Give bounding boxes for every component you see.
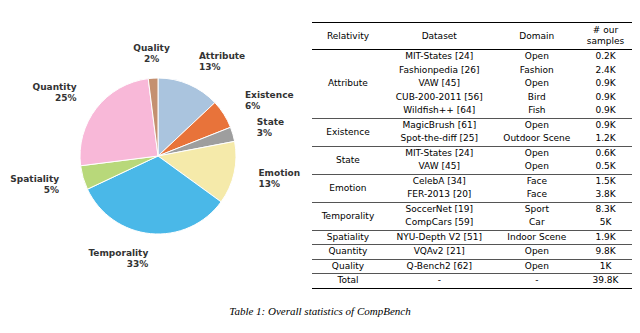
- html-text:CelebA [34]: CelebA [34]: [412, 175, 466, 186]
- html-text:Open: Open: [524, 147, 549, 158]
- html-text:1.5K: 1.5K: [595, 175, 616, 186]
- html-text:Emotion: Emotion: [329, 182, 367, 193]
- html-text:Attribute: Attribute: [328, 78, 368, 89]
- html-text:8.3K: 8.3K: [595, 203, 616, 214]
- html-text:Domain: Domain: [519, 30, 555, 41]
- html-text:State: State: [336, 154, 360, 165]
- html-text:Wildfish++ [64]: Wildfish++ [64]: [403, 105, 476, 116]
- html-text:1.2K: 1.2K: [595, 133, 616, 144]
- html-text:Open: Open: [524, 161, 549, 172]
- html-text:Temporality: Temporality: [321, 210, 375, 221]
- html-text:MIT-States [24]: MIT-States [24]: [405, 147, 474, 158]
- html-text:MagicBrush [61]: MagicBrush [61]: [402, 119, 477, 130]
- html-text:0.2K: 0.2K: [595, 51, 616, 62]
- html-text:Q-Bench2 [62]: Q-Bench2 [62]: [406, 260, 472, 271]
- html-text:39.8K: 39.8K: [592, 275, 619, 286]
- html-text:Sport: Sport: [524, 203, 549, 214]
- html-text:Car: Car: [529, 217, 545, 228]
- html-text:Open: Open: [524, 119, 549, 130]
- html-text:CUB-200-2011 [56]: CUB-200-2011 [56]: [395, 91, 483, 102]
- html-text:FER-2013 [20]: FER-2013 [20]: [407, 189, 472, 200]
- html-text:0.9K: 0.9K: [595, 119, 616, 130]
- svg-text:Quantity25%: Quantity25%: [33, 82, 77, 103]
- html-text:1.9K: 1.9K: [595, 231, 616, 242]
- html-text:NYU-Depth V2 [51]: NYU-Depth V2 [51]: [396, 231, 482, 242]
- html-text:0.9K: 0.9K: [595, 105, 616, 116]
- svg-text:Spatiality5%: Spatiality5%: [10, 174, 59, 195]
- html-text:Fashion: Fashion: [519, 64, 554, 75]
- svg-text:Emotion13%: Emotion13%: [258, 167, 300, 188]
- svg-text:Temporality33%: Temporality33%: [88, 248, 148, 269]
- html-text:Open: Open: [524, 78, 549, 89]
- html-text:VAW [45]: VAW [45]: [418, 78, 460, 89]
- html-text:3.8K: 3.8K: [595, 189, 616, 200]
- html-text:9.8K: 9.8K: [595, 246, 616, 257]
- html-text:VAW [45]: VAW [45]: [418, 161, 460, 172]
- svg-text:State3%: State3%: [257, 116, 284, 137]
- html-text:Quantity: Quantity: [328, 246, 368, 257]
- html-text:Relativity: Relativity: [326, 30, 369, 41]
- html-text:samples: samples: [586, 36, 625, 47]
- html-text:Outdoor Scene: Outdoor Scene: [503, 133, 571, 144]
- html-text:Open: Open: [524, 260, 549, 271]
- svg-text:Quality2%: Quality2%: [133, 42, 170, 63]
- html-text:2.4K: 2.4K: [595, 64, 616, 75]
- html-text:Open: Open: [524, 51, 549, 62]
- html-text:Indoor Scene: Indoor Scene: [507, 231, 567, 242]
- html-text:Fashionpedia [26]: Fashionpedia [26]: [399, 64, 480, 75]
- html-text:Total: Total: [337, 275, 359, 286]
- html-text:Spot-the-diff [25]: Spot-the-diff [25]: [400, 133, 478, 144]
- html-text:0.5K: 0.5K: [595, 161, 616, 172]
- html-text:CompCars [59]: CompCars [59]: [405, 217, 474, 228]
- html-text:Dataset: Dataset: [421, 30, 457, 41]
- html-text:Table 1: Overall statistics of: Table 1: Overall statistics of CompBench: [229, 305, 411, 317]
- html-text:MIT-States [24]: MIT-States [24]: [405, 51, 474, 62]
- html-text:Quality: Quality: [331, 260, 364, 271]
- html-text:0.6K: 0.6K: [595, 147, 616, 158]
- html-text:Fish: Fish: [528, 105, 546, 116]
- html-text:0.9K: 0.9K: [595, 78, 616, 89]
- svg-text:Existence6%: Existence6%: [245, 90, 294, 111]
- html-text:Open: Open: [524, 246, 549, 257]
- html-text:VQAv2 [21]: VQAv2 [21]: [413, 246, 465, 257]
- html-text:Existence: Existence: [326, 126, 370, 137]
- html-text:Face: Face: [526, 175, 547, 186]
- html-text:SoccerNet [19]: SoccerNet [19]: [405, 203, 473, 214]
- html-text:0.9K: 0.9K: [595, 91, 616, 102]
- html-text:Spatiality: Spatiality: [326, 231, 370, 242]
- html-text:# our: # our: [592, 25, 619, 36]
- html-text:Bird: Bird: [527, 91, 546, 102]
- html-text:Face: Face: [526, 189, 547, 200]
- svg-text:Attribute13%: Attribute13%: [199, 51, 245, 72]
- html-text:1K: 1K: [599, 260, 612, 271]
- html-text:5K: 5K: [599, 217, 612, 228]
